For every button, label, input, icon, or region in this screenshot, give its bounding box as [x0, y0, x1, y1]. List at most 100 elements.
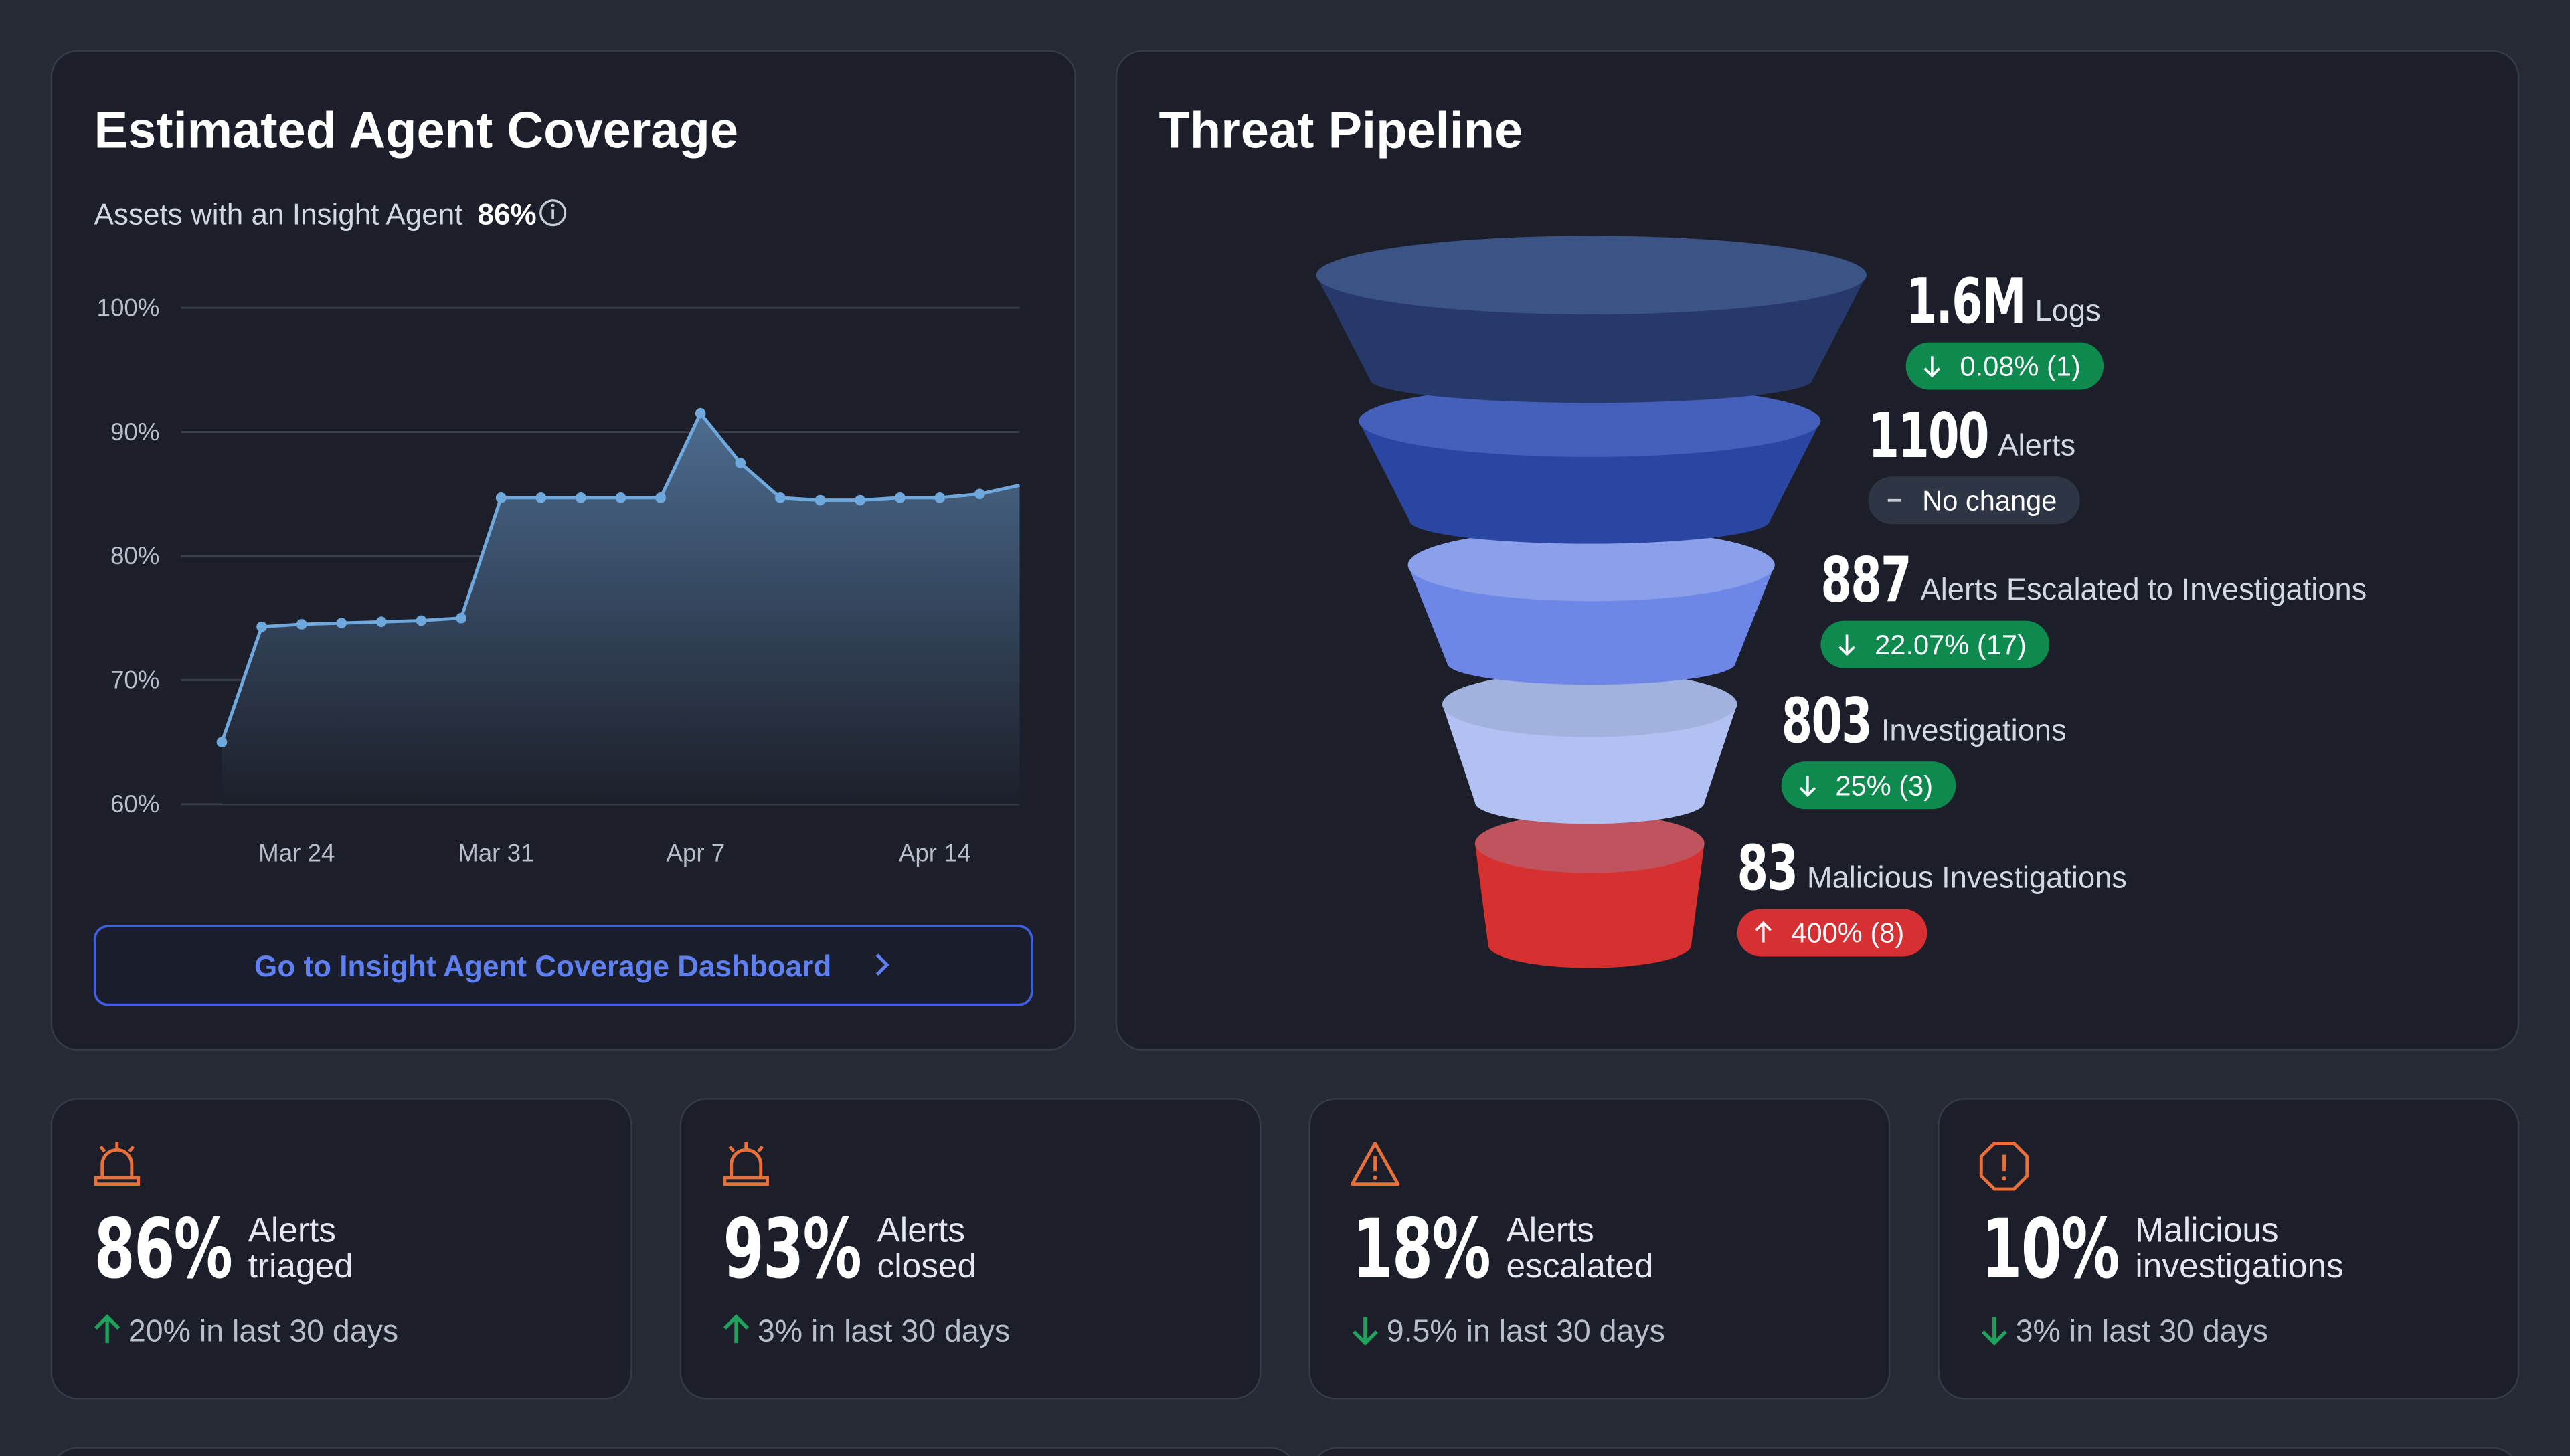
point	[296, 619, 307, 630]
kpi-value: 93%	[723, 1202, 861, 1297]
dot	[1373, 1175, 1377, 1180]
point	[216, 737, 228, 747]
card-partial	[57, 1447, 1291, 1456]
point	[336, 618, 347, 628]
stage-value: 83	[1737, 832, 1798, 905]
funnel-top	[1442, 671, 1737, 737]
y-tick-label: 70%	[110, 666, 159, 694]
kpi-value: 10%	[1981, 1202, 2119, 1297]
point	[495, 492, 507, 503]
point	[815, 494, 826, 506]
badge-text: 400% (8)	[1791, 917, 1904, 949]
trend-arrow	[1981, 1316, 2007, 1346]
point	[535, 492, 547, 503]
stage-badge: 25% (3)	[1781, 761, 1956, 810]
funnel-segment	[1474, 843, 1705, 968]
coverage-button[interactable]: Go to Insight Agent Coverage Dashboard	[93, 925, 1033, 1006]
chevron[interactable]	[875, 953, 889, 976]
y-tick-label: 90%	[110, 418, 159, 446]
point	[934, 492, 946, 503]
siren	[723, 1142, 769, 1186]
stage-badge: 0.08% (1)	[1905, 342, 2104, 390]
kpi-trend: 3% in last 30 days	[758, 1313, 1010, 1348]
trend-arrow	[94, 1314, 120, 1344]
kpi-label: Malicious	[2135, 1210, 2278, 1249]
point	[695, 407, 706, 419]
button-frame[interactable]	[93, 925, 1033, 1006]
x-tick-label: Mar 24	[258, 839, 335, 867]
x-tick-label: Mar 31	[458, 839, 534, 867]
octagon	[1979, 1142, 2029, 1191]
badge-bg	[1905, 342, 2104, 390]
x-tick-label: Apr 7	[666, 839, 725, 867]
badge-arrow	[1799, 775, 1816, 797]
kpi-value: 86%	[94, 1202, 232, 1297]
kpi-icon	[94, 1142, 141, 1186]
kpi-label: escalated	[1506, 1246, 1653, 1285]
stage-name: Alerts Escalated to Investigations	[1921, 572, 2367, 606]
point	[615, 492, 626, 503]
kpi-card	[1308, 1098, 1891, 1400]
badge-bg	[1737, 909, 1928, 957]
trend-arrow	[1352, 1316, 1378, 1346]
x-tick-label: Apr 14	[899, 839, 971, 867]
stage-badge: 22.07% (17)	[1820, 620, 2050, 668]
point	[894, 492, 906, 503]
badge-text: 0.08% (1)	[1960, 351, 2080, 382]
point	[576, 492, 586, 503]
kpi-card	[679, 1098, 1262, 1400]
area	[222, 413, 1020, 804]
pipeline-title: Threat Pipeline	[1159, 102, 1523, 159]
kpi-value: 18%	[1352, 1202, 1490, 1297]
badge-arrow	[1755, 921, 1772, 943]
kpi-label: closed	[877, 1246, 977, 1285]
kpi-icon	[1979, 1142, 2029, 1191]
funnel-top	[1407, 529, 1775, 602]
kpi-card	[50, 1098, 632, 1400]
subtitle-value: 86%	[477, 198, 536, 231]
siren	[94, 1142, 141, 1186]
button-label[interactable]: Go to Insight Agent Coverage Dashboard	[254, 950, 831, 983]
point	[974, 488, 985, 500]
y-tick-label: 80%	[110, 542, 159, 569]
funnel-segment	[1442, 704, 1737, 824]
badge-arrow	[1838, 634, 1855, 656]
dot	[2002, 1176, 2006, 1181]
stage-value: 803	[1782, 685, 1871, 757]
stage-badge: No change	[1868, 476, 2080, 525]
info-icon	[539, 199, 567, 227]
kpi-label: Alerts	[248, 1210, 336, 1249]
stage-badge: 400% (8)	[1737, 909, 1928, 957]
point	[416, 615, 427, 626]
stage-value: 1.6M	[1906, 266, 2025, 338]
stage-value: 887	[1820, 544, 1910, 616]
kpi-trend: 9.5% in last 30 days	[1387, 1313, 1665, 1348]
badge-arrow	[1923, 356, 1941, 378]
stage-value: 1100	[1868, 400, 1988, 472]
kpi-icon	[723, 1142, 769, 1186]
badge-text: 22.07% (17)	[1875, 629, 2027, 660]
kpi-trend: 3% in last 30 days	[2016, 1313, 2268, 1348]
stage-name: Malicious Investigations	[1807, 860, 2127, 895]
kpi-label: triaged	[248, 1246, 353, 1285]
badge-text: 25% (3)	[1835, 769, 1933, 801]
point	[775, 492, 786, 503]
kpi-icon	[1350, 1142, 1400, 1186]
stage-name: Investigations	[1881, 713, 2067, 747]
funnel-top	[1316, 236, 1867, 314]
badge-text: No change	[1922, 484, 2057, 516]
subtitle-text: Assets with an Insight Agent	[94, 198, 463, 231]
stage-name: Alerts	[1998, 428, 2075, 462]
kpi-label: Alerts	[1506, 1210, 1594, 1249]
card-partial	[1317, 1447, 2513, 1456]
point	[456, 612, 466, 624]
kpi-card	[1938, 1098, 2520, 1400]
coverage-title: Estimated Agent Coverage	[94, 102, 739, 159]
kpi-trend: 20% in last 30 days	[128, 1313, 398, 1348]
point	[655, 492, 666, 503]
point	[735, 458, 746, 468]
trend-arrow	[723, 1314, 750, 1344]
point	[855, 494, 865, 506]
